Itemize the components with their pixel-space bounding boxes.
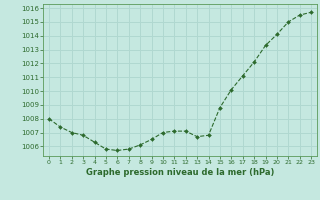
X-axis label: Graphe pression niveau de la mer (hPa): Graphe pression niveau de la mer (hPa) <box>86 168 274 177</box>
